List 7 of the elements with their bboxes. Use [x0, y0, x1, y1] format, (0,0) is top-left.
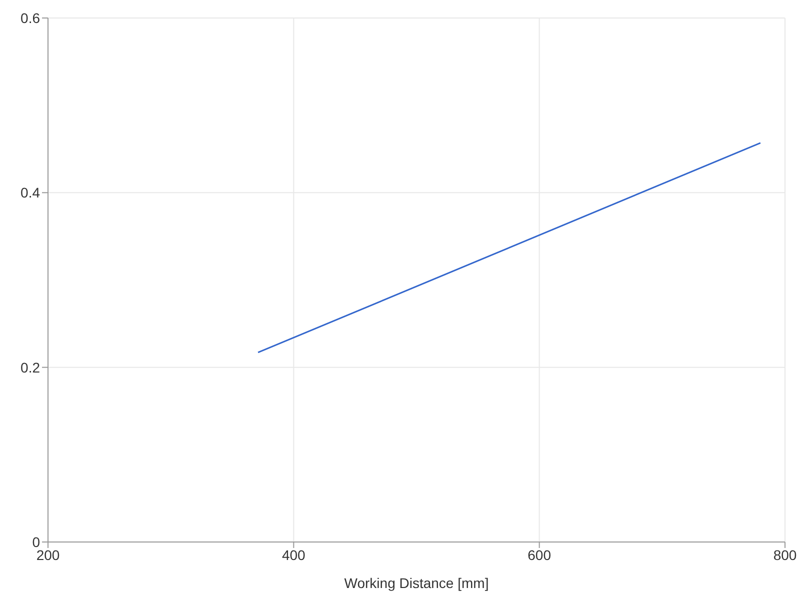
- x-tick-label: 400: [282, 546, 306, 563]
- x-axis-title: Working Distance [mm]: [344, 575, 489, 591]
- x-tick-label: 800: [773, 546, 797, 563]
- y-tick-label: 0.4: [20, 184, 40, 201]
- y-tick-label: 0.2: [20, 359, 40, 376]
- y-tick-label: 0.6: [20, 10, 40, 26]
- x-tick-label: 600: [528, 546, 552, 563]
